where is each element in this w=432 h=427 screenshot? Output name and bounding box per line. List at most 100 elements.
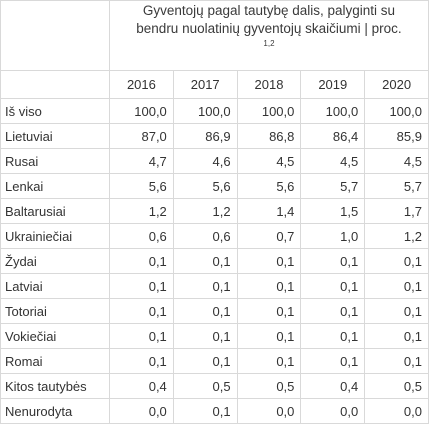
table-cell: 100,0 bbox=[109, 98, 174, 124]
table-row: Ukrainiečiai 0,6 0,6 0,7 1,0 1,2 bbox=[0, 223, 429, 249]
table-cell: 1,4 bbox=[236, 198, 302, 224]
table-cell: 0,0 bbox=[300, 398, 366, 424]
title-line-2: bendru nuolatinių gyventojų skaičiumi | … bbox=[136, 21, 402, 36]
table-cell: 0,1 bbox=[300, 348, 366, 374]
table-cell: 0,5 bbox=[236, 373, 302, 399]
table-cell: 0,4 bbox=[109, 373, 174, 399]
table-row: Nenurodyta 0,0 0,1 0,0 0,0 0,0 bbox=[0, 398, 429, 424]
table-cell: 87,0 bbox=[109, 123, 174, 149]
table-cell: 86,8 bbox=[236, 123, 302, 149]
table-cell: 0,1 bbox=[109, 323, 174, 349]
table-cell: 0,1 bbox=[300, 323, 366, 349]
table-cell: 0,1 bbox=[109, 348, 174, 374]
table-cell: 0,1 bbox=[109, 248, 174, 274]
year-header: 2017 bbox=[172, 70, 238, 99]
table-cell: 5,7 bbox=[300, 173, 366, 199]
table-cell: 100,0 bbox=[172, 98, 238, 124]
table-cell: 1,7 bbox=[364, 198, 429, 224]
row-label: Totoriai bbox=[0, 298, 110, 324]
title-footnote-ref[interactable]: 1,2 bbox=[263, 39, 275, 48]
year-header: 2020 bbox=[364, 70, 429, 99]
table-cell: 0,1 bbox=[364, 298, 429, 324]
table-cell: 0,1 bbox=[364, 323, 429, 349]
table-row: Romai 0,1 0,1 0,1 0,1 0,1 bbox=[0, 348, 429, 374]
table-cell: 0,0 bbox=[109, 398, 174, 424]
table-cell: 0,1 bbox=[172, 248, 238, 274]
row-label: Rusai bbox=[0, 148, 110, 174]
table-cell: 0,1 bbox=[172, 298, 238, 324]
table-cell: 4,6 bbox=[172, 148, 238, 174]
row-label: Baltarusiai bbox=[0, 198, 110, 224]
table-cell: 100,0 bbox=[364, 98, 429, 124]
table-row: Lenkai 5,6 5,6 5,6 5,7 5,7 bbox=[0, 173, 429, 199]
table-cell: 0,1 bbox=[172, 348, 238, 374]
row-label: Iš viso bbox=[0, 98, 110, 124]
table-cell: 0,0 bbox=[236, 398, 302, 424]
table-row: Iš viso 100,0 100,0 100,0 100,0 100,0 bbox=[0, 98, 429, 124]
row-label: Vokiečiai bbox=[0, 323, 110, 349]
table-row: Kitos tautybės 0,4 0,5 0,5 0,4 0,5 bbox=[0, 373, 429, 399]
table-row: Totoriai 0,1 0,1 0,1 0,1 0,1 bbox=[0, 298, 429, 324]
table-row: Lietuviai 87,0 86,9 86,8 86,4 85,9 bbox=[0, 123, 429, 149]
table-cell: 0,1 bbox=[109, 273, 174, 299]
row-label: Lenkai bbox=[0, 173, 110, 199]
row-label: Romai bbox=[0, 348, 110, 374]
label-header bbox=[0, 70, 110, 99]
table-cell: 0,1 bbox=[236, 348, 302, 374]
year-header: 2019 bbox=[300, 70, 366, 99]
table-cell: 5,6 bbox=[172, 173, 238, 199]
table-cell: 5,6 bbox=[236, 173, 302, 199]
row-label: Kitos tautybės bbox=[0, 373, 110, 399]
table-cell: 85,9 bbox=[364, 123, 429, 149]
table-cell: 0,1 bbox=[364, 348, 429, 374]
row-label: Latviai bbox=[0, 273, 110, 299]
table-cell: 0,1 bbox=[300, 298, 366, 324]
table-cell: 4,7 bbox=[109, 148, 174, 174]
table-cell: 100,0 bbox=[236, 98, 302, 124]
row-label: Lietuviai bbox=[0, 123, 110, 149]
table-cell: 86,9 bbox=[172, 123, 238, 149]
table-cell: 0,5 bbox=[172, 373, 238, 399]
table-cell: 0,1 bbox=[364, 273, 429, 299]
table-cell: 4,5 bbox=[236, 148, 302, 174]
table-row: Latviai 0,1 0,1 0,1 0,1 0,1 bbox=[0, 273, 429, 299]
table-cell: 1,2 bbox=[364, 223, 429, 249]
table-row: Vokiečiai 0,1 0,1 0,1 0,1 0,1 bbox=[0, 323, 429, 349]
table-row: Rusai 4,7 4,6 4,5 4,5 4,5 bbox=[0, 148, 429, 174]
table-cell: 5,6 bbox=[109, 173, 174, 199]
header-row: 2016 2017 2018 2019 2020 bbox=[0, 70, 429, 99]
table-body: Iš viso 100,0 100,0 100,0 100,0 100,0 Lietuvia… bbox=[0, 98, 429, 424]
table-title: Gyventojų pagal tautybę dalis, palyginti… bbox=[109, 0, 429, 71]
corner-cell bbox=[0, 0, 110, 71]
table-cell: 5,7 bbox=[364, 173, 429, 199]
table-cell: 0,1 bbox=[172, 398, 238, 424]
year-header: 2016 bbox=[109, 70, 174, 99]
table-cell: 1,2 bbox=[172, 198, 238, 224]
table-cell: 0,1 bbox=[172, 323, 238, 349]
row-label: Žydai bbox=[0, 248, 110, 274]
table-cell: 0,7 bbox=[236, 223, 302, 249]
table-row: Žydai 0,1 0,1 0,1 0,1 0,1 bbox=[0, 248, 429, 274]
table-cell: 1,0 bbox=[300, 223, 366, 249]
table-cell: 0,1 bbox=[236, 298, 302, 324]
table-cell: 100,0 bbox=[300, 98, 366, 124]
table-cell: 0,6 bbox=[172, 223, 238, 249]
table-cell: 4,5 bbox=[364, 148, 429, 174]
table-cell: 4,5 bbox=[300, 148, 366, 174]
table-cell: 0,1 bbox=[300, 248, 366, 274]
table-cell: 0,5 bbox=[364, 373, 429, 399]
table-cell: 0,1 bbox=[236, 323, 302, 349]
table-row: Baltarusiai 1,2 1,2 1,4 1,5 1,7 bbox=[0, 198, 429, 224]
table-cell: 0,4 bbox=[300, 373, 366, 399]
table-cell: 0,1 bbox=[300, 273, 366, 299]
table-cell: 1,2 bbox=[109, 198, 174, 224]
row-label: Ukrainiečiai bbox=[0, 223, 110, 249]
table-cell: 0,1 bbox=[236, 273, 302, 299]
table-cell: 86,4 bbox=[300, 123, 366, 149]
table-cell: 0,1 bbox=[236, 248, 302, 274]
row-label: Nenurodyta bbox=[0, 398, 110, 424]
year-header: 2018 bbox=[236, 70, 302, 99]
table-cell: 0,1 bbox=[172, 273, 238, 299]
